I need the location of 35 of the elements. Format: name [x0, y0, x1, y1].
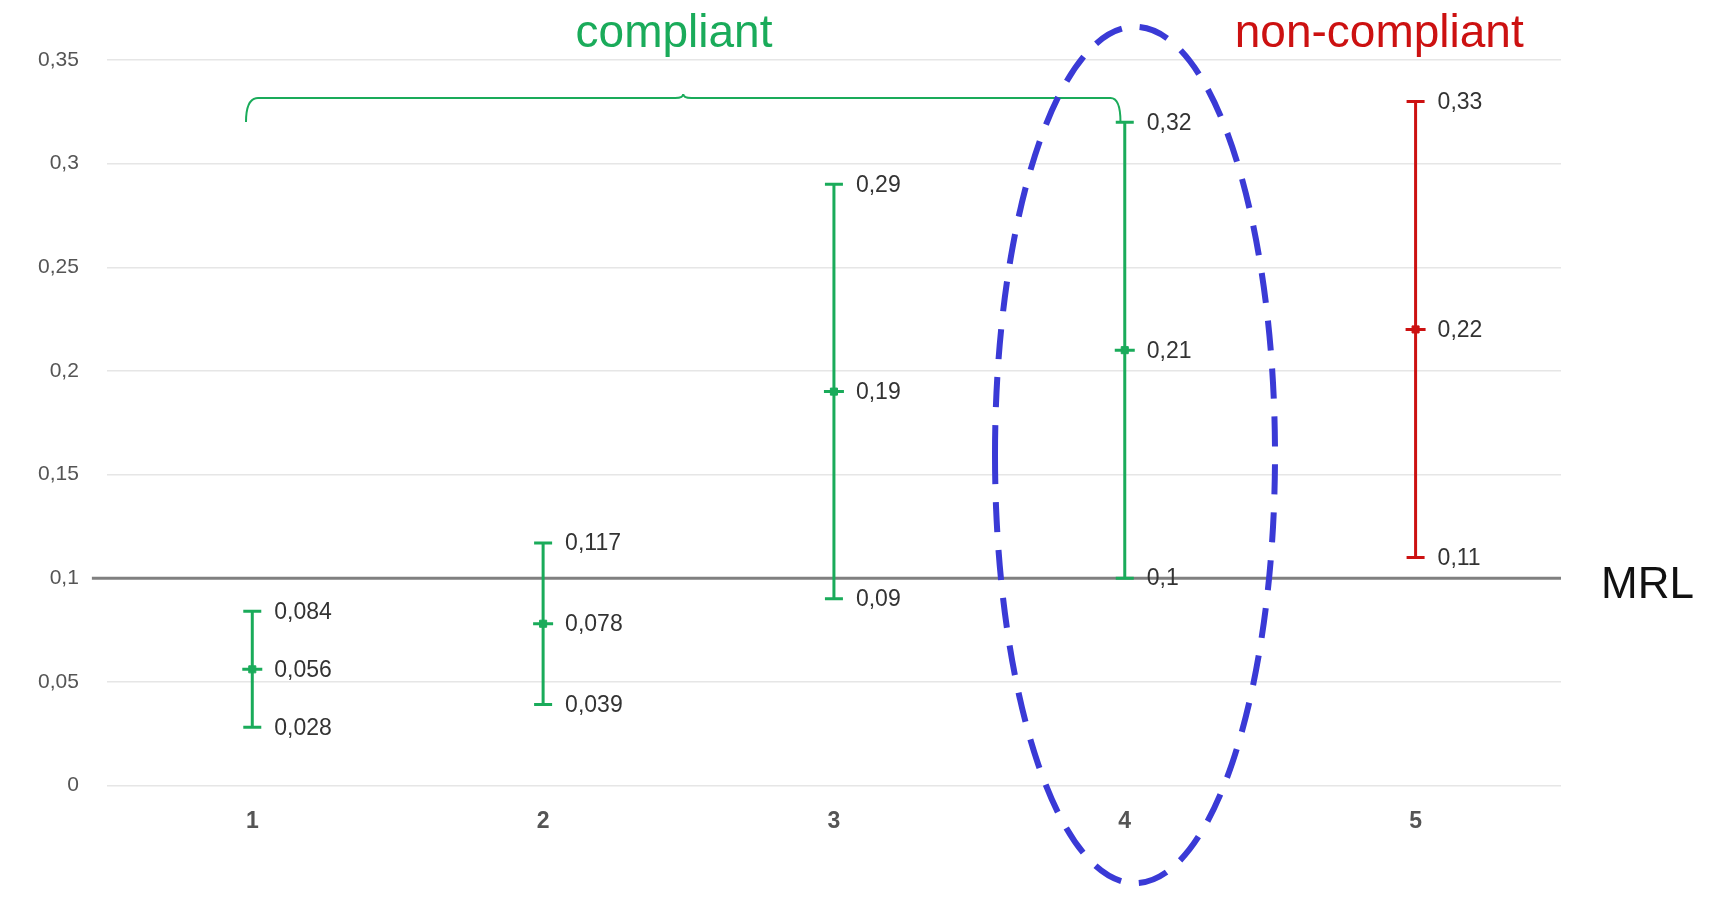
- y-tick-label: 0,1: [49, 564, 79, 588]
- annotation: 0,29: [855, 170, 901, 197]
- annotation: 0,078: [565, 610, 623, 637]
- x-tick-label: 2: [536, 806, 550, 833]
- annotation: 0,117: [565, 529, 621, 556]
- ref-line-label: MRL: [1601, 558, 1694, 608]
- y-tick-label: 0,2: [49, 357, 79, 381]
- annotation: 0,028: [274, 713, 332, 740]
- y-tick-label: 0,25: [38, 254, 79, 278]
- annotation: 0,056: [274, 655, 332, 682]
- y-tick-label: 0: [67, 772, 79, 796]
- y-tick-label: 0,15: [38, 461, 79, 485]
- x-tick-label: 4: [1118, 806, 1132, 833]
- point: [539, 619, 548, 628]
- y-tick-label: 0,35: [38, 46, 79, 70]
- annotation: 0,09: [855, 585, 901, 612]
- point: [248, 665, 257, 674]
- annotation: 0,32: [1146, 108, 1192, 135]
- annotation: 0,084: [274, 597, 333, 624]
- point: [829, 387, 838, 396]
- text: compliant: [575, 4, 773, 57]
- annotation: 0,11: [1437, 543, 1481, 570]
- annotation: 0,039: [565, 690, 623, 717]
- annotation: 0,22: [1437, 315, 1483, 342]
- text: non-compliant: [1234, 4, 1524, 57]
- x-tick-label: 3: [827, 806, 841, 833]
- point: [1411, 325, 1420, 334]
- annotation: 0,21: [1146, 336, 1192, 363]
- x-tick-label: 1: [245, 806, 259, 833]
- y-tick-label: 0,3: [49, 150, 79, 174]
- y-tick-label: 0,05: [38, 668, 79, 692]
- point: [1120, 346, 1129, 355]
- annotation: 0,19: [855, 377, 901, 404]
- x-tick-label: 5: [1409, 806, 1423, 833]
- annotation: 0,33: [1437, 87, 1483, 114]
